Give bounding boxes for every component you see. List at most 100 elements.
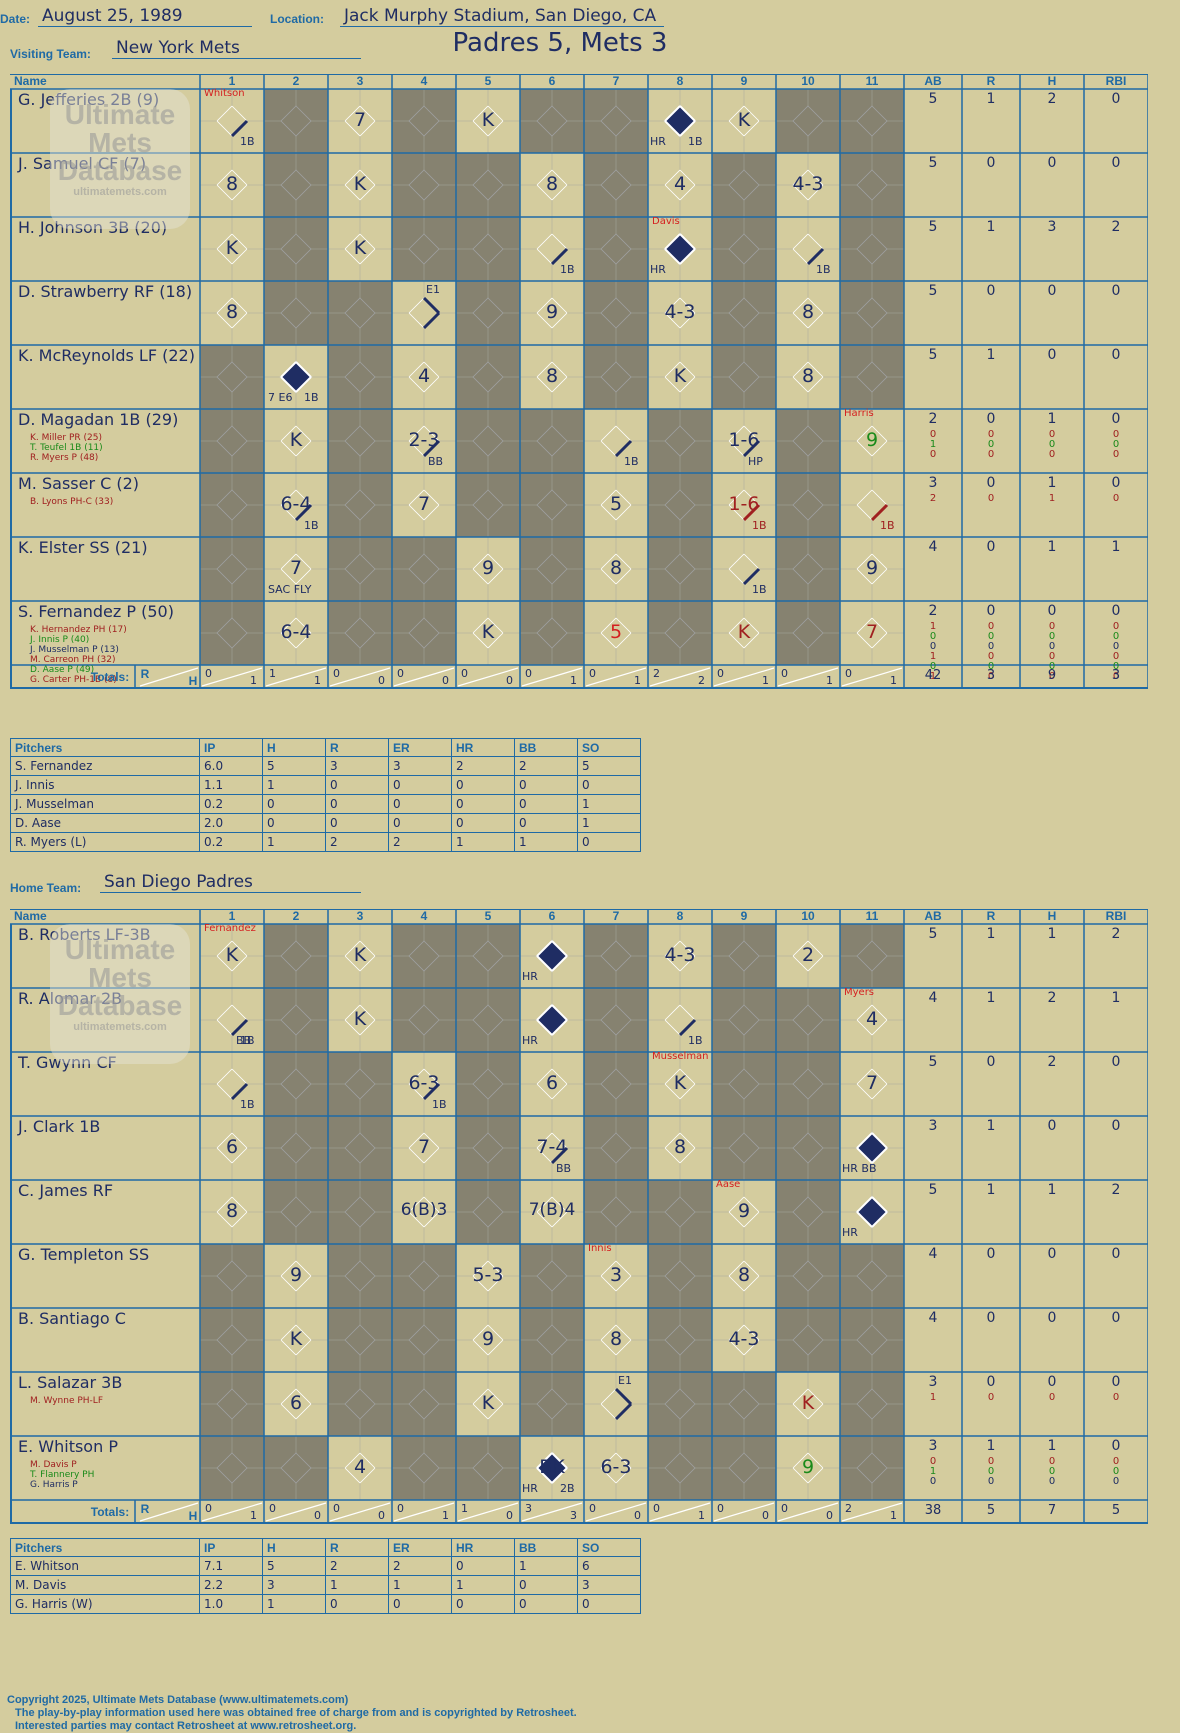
error-note: E1 [618,1374,632,1387]
pitcher-stat: 1 [514,832,578,852]
pitcher-stat: 0 [451,775,515,795]
hit-path-line [422,439,441,458]
batter-stat-ab: 1 [929,1392,937,1403]
batter-stat-rbi: 0 [1111,347,1121,363]
batter-stat-h: 0 [1048,429,1056,440]
inning-runs-total: 0 [397,667,404,680]
batter-stat-h: 0 [1048,671,1056,682]
pitching-header-cell: BB [514,1538,578,1557]
home-run-note: HR [522,970,538,983]
inning-header-10: 10 [801,74,815,88]
totals-divider [393,1502,455,1522]
batter-stat-rbi: 0 [1112,671,1120,682]
inning-header-2: 2 [292,74,300,88]
pitching-header-cell: H [262,738,326,757]
batter-name: T. Gwynn CF [18,1053,117,1072]
play-mark: 6-3 [408,1072,440,1094]
pitcher-stat: 0.2 [199,832,263,852]
batter-stat-ab: 3 [928,1118,938,1134]
batter-stat-ab: 5 [928,91,938,107]
base-diamond [408,940,440,972]
base-diamond [664,553,696,585]
pitcher-stat: 1 [388,1575,452,1595]
pitcher-stat: 0 [577,775,641,795]
batter-name: M. Sasser C (2) [18,474,140,493]
batter-stat-h: 0 [1047,1246,1057,1262]
inning-header-7: 7 [612,909,620,923]
hit-note: 1B [240,1034,255,1047]
totals-label: Totals: [90,1505,130,1519]
base-diamond [408,1004,440,1036]
inning-runs-total: 3 [525,1502,532,1515]
batter-stat-ab: 2 [929,493,937,504]
batter-stat-h: 0 [1047,155,1057,171]
batter-stat-h: 0 [1048,449,1056,460]
batter-stat-ab: 5 [928,219,938,235]
pitcher-stat: 5 [262,756,326,776]
inning-hits-total: 0 [826,1509,833,1522]
base-diamond [600,233,632,265]
inning-header-9: 9 [740,74,748,88]
base-diamond [728,1004,760,1036]
batter-stat-rbi: 2 [1111,1182,1121,1198]
base-diamond [600,105,632,137]
base-diamond [600,169,632,201]
base-diamond [792,1196,824,1228]
base-diamond [280,940,312,972]
game-title: Padres 5, Mets 3 [452,28,668,58]
batter-stat-rbi: 0 [1111,1246,1121,1262]
batter-stat-ab: 5 [928,1182,938,1198]
play-mark: BK [539,1456,565,1478]
batter-stat-ab: 1 [929,671,937,682]
inning-header-3: 3 [356,74,364,88]
play-mark: 4-3 [792,173,824,195]
base-diamond [856,297,888,329]
batter-stat-r: 1 [986,926,996,942]
pitching-header-row: Pitchers IP H R ER HR BB SO [10,1538,641,1557]
play-mark: K [673,1072,687,1094]
home-run-note: HR BB [842,1162,877,1175]
pitcher-stat: 7.1 [199,1556,263,1576]
pitching-header-cell: R [325,738,389,757]
base-diamond [280,1068,312,1100]
batter-stat-h: 1 [1047,1438,1057,1454]
hit-note: BB [236,1034,252,1047]
pitcher-stat: 0 [451,1594,515,1614]
batter-stat-h: 1 [1047,411,1057,427]
hit-path-line [550,247,569,266]
stat-header-r: R [986,909,996,923]
hit-note: 1B [624,455,639,468]
totals-divider [457,667,519,687]
inning-hits-total: 0 [442,674,449,687]
base-diamond [344,553,376,585]
base-diamond [344,297,376,329]
play-mark: 5 [609,621,623,643]
home-run-note: HR [650,263,666,276]
base-diamond [344,1196,376,1228]
pitcher-stat: 0 [514,775,578,795]
play-mark: K [225,944,239,966]
stat-header-ab: AB [924,909,942,923]
watermark-logo: Ultimate Mets Database ultimatemets.com [50,924,190,1064]
pitching-table: Pitchers IP H R ER HR BB SO S. Fernandez 6.0 5 3 3 2 2… [10,738,641,852]
batter-stat-ab: 3 [928,475,938,491]
batter-stat-r: 1 [986,91,996,107]
pitcher-stat: 0 [514,794,578,814]
base-diamond [728,940,760,972]
hit-path-line [422,1082,441,1101]
batter-stat-h: 0 [1048,651,1056,662]
base-diamond [408,233,440,265]
pitcher-stat: 0 [388,1594,452,1614]
home-scorecard: Name 1 2 3 4 5 6 7 8 9 10 11 AB R H RBI B. Roberts LF-3B… [10,909,1148,1524]
batter-stat-r: 0 [987,439,995,450]
totals-divider [585,1502,647,1522]
base-diamond [664,1324,696,1356]
batter-stat-rbi: 0 [1112,1456,1120,1467]
totals-divider [713,667,775,687]
location-value: Jack Murphy Stadium, San Diego, CA [340,6,664,27]
inning-hits-total: 1 [442,1509,449,1522]
substitute-name: T. Flannery PH [30,1470,95,1480]
base-diamond [280,1004,312,1036]
inning-header-5: 5 [484,909,492,923]
pitcher-stat: 0 [325,775,389,795]
